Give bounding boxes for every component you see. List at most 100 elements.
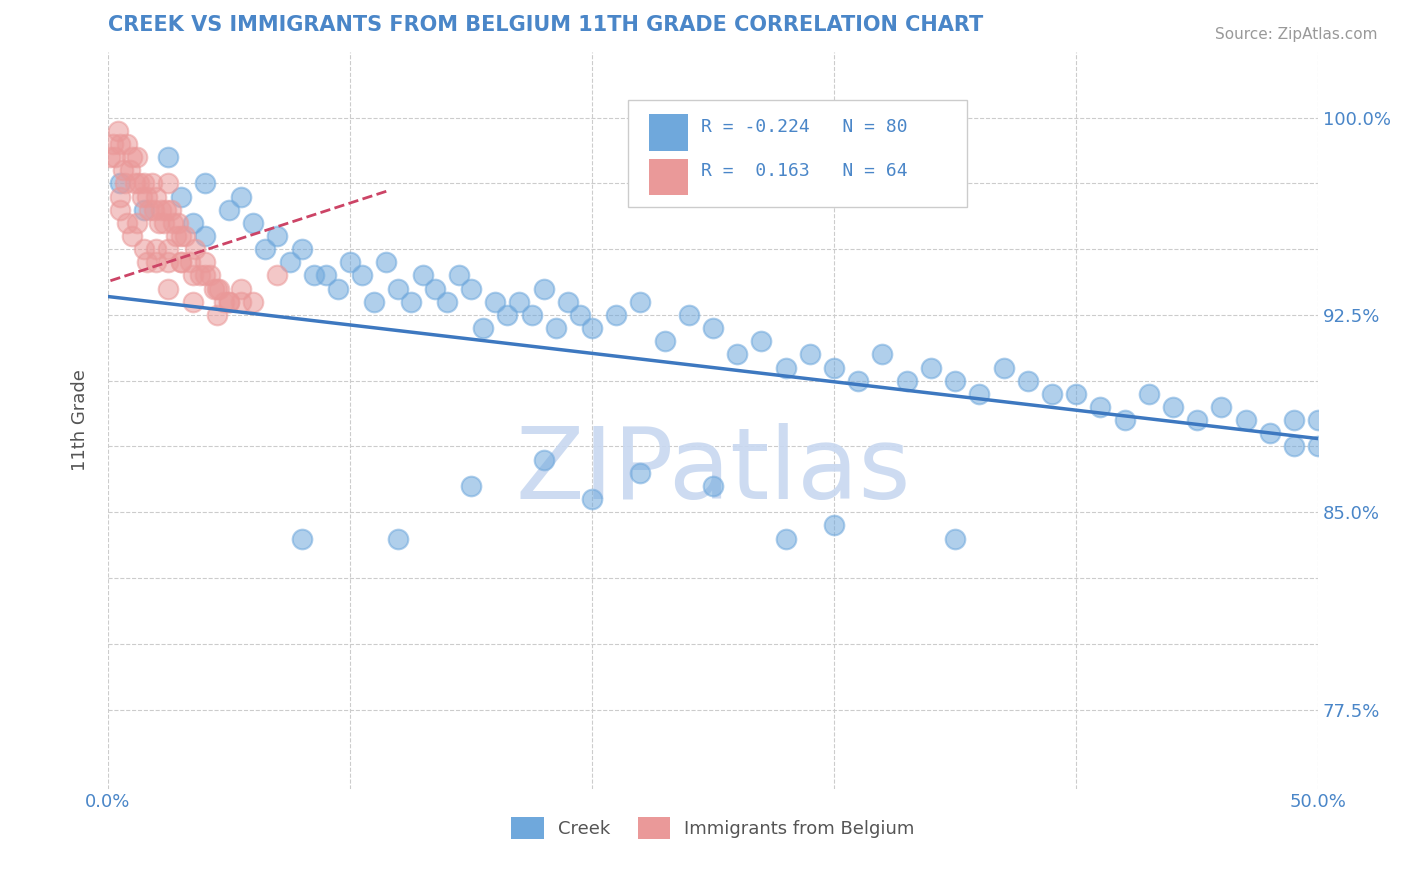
Point bbox=[387, 282, 409, 296]
Point bbox=[145, 255, 167, 269]
Point bbox=[1211, 400, 1233, 414]
Point bbox=[1282, 440, 1305, 454]
Point bbox=[124, 177, 146, 191]
Point bbox=[107, 124, 129, 138]
Point bbox=[678, 308, 700, 322]
Point bbox=[118, 163, 141, 178]
Point bbox=[363, 294, 385, 309]
Point bbox=[375, 255, 398, 269]
Point bbox=[108, 189, 131, 203]
Point bbox=[125, 216, 148, 230]
Point bbox=[387, 532, 409, 546]
Point bbox=[150, 202, 173, 217]
Point bbox=[399, 294, 422, 309]
Point bbox=[496, 308, 519, 322]
Point bbox=[135, 189, 157, 203]
Bar bbox=[650, 114, 688, 152]
Text: ZIPatlas: ZIPatlas bbox=[516, 423, 911, 520]
Point bbox=[229, 189, 252, 203]
Point bbox=[242, 216, 264, 230]
Point bbox=[969, 387, 991, 401]
Point bbox=[198, 268, 221, 283]
Point bbox=[520, 308, 543, 322]
Point bbox=[920, 360, 942, 375]
Point bbox=[181, 216, 204, 230]
Point bbox=[423, 282, 446, 296]
Point bbox=[242, 294, 264, 309]
Point bbox=[702, 479, 724, 493]
Point bbox=[352, 268, 374, 283]
Point bbox=[162, 216, 184, 230]
Point bbox=[169, 255, 191, 269]
Point bbox=[630, 466, 652, 480]
Point bbox=[204, 282, 226, 296]
Point bbox=[1114, 413, 1136, 427]
Point bbox=[702, 321, 724, 335]
Point bbox=[1040, 387, 1063, 401]
Point bbox=[1308, 440, 1330, 454]
Legend: Creek, Immigrants from Belgium: Creek, Immigrants from Belgium bbox=[503, 809, 922, 846]
Point bbox=[823, 518, 845, 533]
Point bbox=[1308, 413, 1330, 427]
Point bbox=[823, 360, 845, 375]
Point bbox=[157, 282, 180, 296]
Point bbox=[135, 255, 157, 269]
Point bbox=[472, 321, 495, 335]
Point bbox=[943, 374, 966, 388]
Point bbox=[1282, 413, 1305, 427]
Point bbox=[799, 347, 821, 361]
Point bbox=[174, 229, 197, 244]
Point bbox=[254, 242, 277, 256]
Point bbox=[205, 308, 228, 322]
Point bbox=[104, 150, 127, 164]
Point bbox=[194, 177, 217, 191]
Point bbox=[218, 202, 240, 217]
Point bbox=[266, 229, 288, 244]
Point bbox=[157, 242, 180, 256]
Point bbox=[581, 321, 603, 335]
Point bbox=[1064, 387, 1087, 401]
Point bbox=[896, 374, 918, 388]
Point bbox=[169, 229, 191, 244]
Point bbox=[447, 268, 470, 283]
Point bbox=[993, 360, 1015, 375]
Point bbox=[436, 294, 458, 309]
Bar bbox=[650, 159, 688, 195]
Point bbox=[533, 452, 555, 467]
Point bbox=[218, 294, 240, 309]
Point bbox=[1017, 374, 1039, 388]
Point bbox=[291, 242, 314, 256]
Point bbox=[751, 334, 773, 349]
Point bbox=[1137, 387, 1160, 401]
Point bbox=[194, 229, 217, 244]
Point bbox=[141, 177, 163, 191]
Point bbox=[108, 136, 131, 151]
Point bbox=[412, 268, 434, 283]
Point bbox=[160, 202, 183, 217]
Point bbox=[152, 216, 174, 230]
Point bbox=[165, 229, 187, 244]
Point bbox=[544, 321, 567, 335]
Point bbox=[291, 532, 314, 546]
Point bbox=[128, 177, 150, 191]
Point bbox=[484, 294, 506, 309]
Point bbox=[208, 282, 231, 296]
Point bbox=[326, 282, 349, 296]
Point bbox=[121, 229, 143, 244]
Point bbox=[229, 282, 252, 296]
Point bbox=[194, 268, 217, 283]
Point bbox=[179, 255, 201, 269]
Text: CREEK VS IMMIGRANTS FROM BELGIUM 11TH GRADE CORRELATION CHART: CREEK VS IMMIGRANTS FROM BELGIUM 11TH GR… bbox=[108, 15, 983, 35]
Point bbox=[117, 136, 139, 151]
Point bbox=[117, 216, 139, 230]
Point bbox=[205, 282, 228, 296]
Point bbox=[1161, 400, 1184, 414]
Point bbox=[157, 150, 180, 164]
Point bbox=[218, 294, 240, 309]
Point bbox=[568, 308, 591, 322]
Point bbox=[101, 136, 124, 151]
Point bbox=[278, 255, 301, 269]
Point bbox=[108, 177, 131, 191]
Point bbox=[846, 374, 869, 388]
Point bbox=[229, 294, 252, 309]
